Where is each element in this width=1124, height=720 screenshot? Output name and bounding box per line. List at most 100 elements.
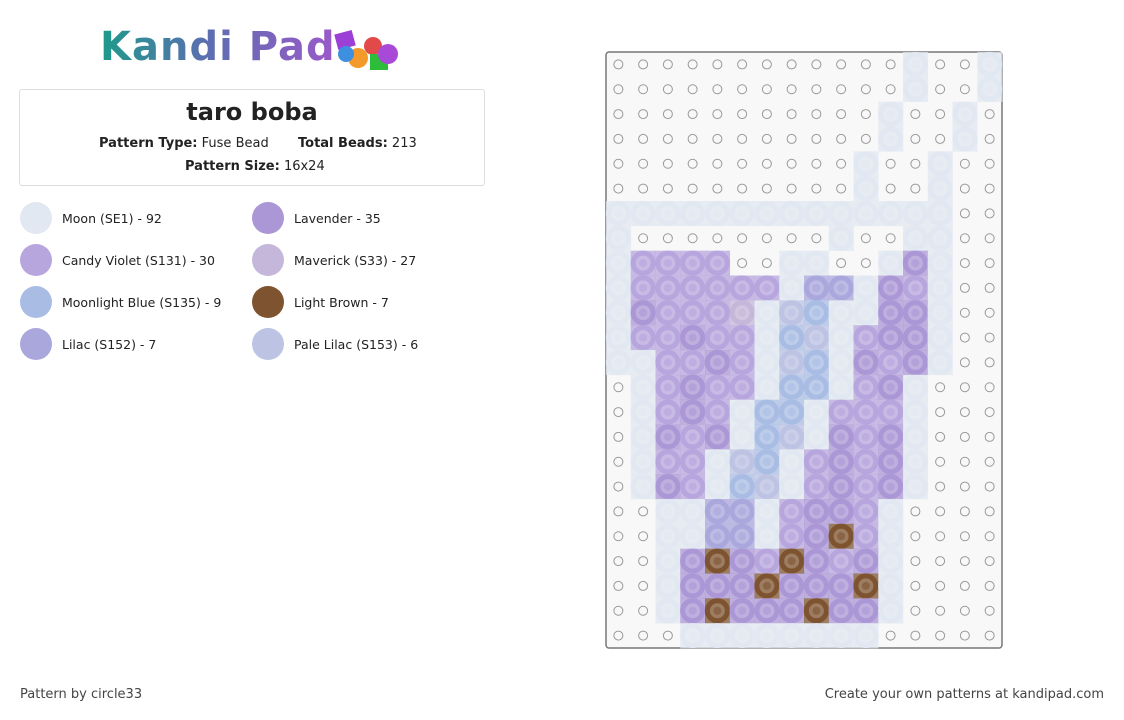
bead <box>927 250 953 276</box>
empty-peg <box>959 605 970 616</box>
promo[interactable]: Create your own patterns at kandipad.com <box>824 687 1104 702</box>
bead <box>828 598 854 624</box>
bead <box>803 399 829 425</box>
bead-hole <box>812 581 821 590</box>
empty-peg <box>662 109 673 120</box>
bead <box>853 498 879 524</box>
empty-peg <box>761 158 772 169</box>
empty-peg <box>613 580 624 591</box>
bead-hole <box>762 631 771 640</box>
bead-hole <box>911 408 920 417</box>
bead-hole <box>861 557 870 566</box>
bead-hole <box>787 408 796 417</box>
bead <box>828 275 854 301</box>
bead <box>655 424 681 450</box>
bead-hole <box>837 606 846 615</box>
bead-hole <box>837 457 846 466</box>
empty-peg <box>885 84 896 95</box>
bead-hole <box>861 408 870 417</box>
bead <box>754 399 780 425</box>
bead-hole <box>861 631 870 640</box>
bead <box>803 349 829 375</box>
empty-peg <box>935 431 946 442</box>
empty-peg <box>687 158 698 169</box>
pattern-title: taro boba <box>186 98 318 126</box>
empty-peg <box>959 506 970 517</box>
bead <box>902 225 928 251</box>
empty-peg <box>613 382 624 393</box>
bead <box>779 275 805 301</box>
bead <box>927 349 953 375</box>
empty-peg <box>836 258 847 269</box>
bead-hole <box>861 581 870 590</box>
bead <box>828 225 854 251</box>
bead-hole <box>787 383 796 392</box>
empty-peg <box>885 158 896 169</box>
bead-hole <box>713 283 722 292</box>
bead-hole <box>639 457 648 466</box>
empty-peg <box>811 133 822 144</box>
bead <box>927 176 953 202</box>
bead <box>828 573 854 599</box>
bead <box>729 399 755 425</box>
empty-peg <box>935 531 946 542</box>
bead-hole <box>688 581 697 590</box>
bead <box>927 275 953 301</box>
legend-swatch <box>252 202 284 234</box>
bead-hole <box>762 383 771 392</box>
bead-hole <box>837 333 846 342</box>
bead-hole <box>911 85 920 94</box>
empty-peg <box>712 233 723 244</box>
bead-hole <box>639 283 648 292</box>
bead <box>680 598 706 624</box>
empty-peg <box>761 109 772 120</box>
bead <box>704 374 730 400</box>
type-value: Fuse Bead <box>201 136 269 151</box>
empty-peg <box>935 506 946 517</box>
bead-hole <box>812 333 821 342</box>
bead-hole <box>762 507 771 516</box>
bead <box>878 275 904 301</box>
bead-hole <box>639 209 648 218</box>
bead <box>853 573 879 599</box>
bead <box>605 275 631 301</box>
bead <box>853 349 879 375</box>
bead <box>902 200 928 226</box>
empty-peg <box>638 233 649 244</box>
bead-hole <box>614 259 623 268</box>
bead-hole <box>960 134 969 143</box>
bead <box>779 325 805 351</box>
legend-swatch <box>252 244 284 276</box>
bead <box>754 623 780 649</box>
empty-peg <box>885 183 896 194</box>
bead <box>680 449 706 475</box>
bead-hole <box>738 358 747 367</box>
empty-peg <box>761 84 772 95</box>
bead <box>680 200 706 226</box>
bead <box>630 300 656 326</box>
bead <box>754 374 780 400</box>
bead <box>630 250 656 276</box>
bead-hole <box>663 358 672 367</box>
empty-peg <box>910 506 921 517</box>
bead <box>704 498 730 524</box>
bead-hole <box>911 234 920 243</box>
bead-hole <box>713 457 722 466</box>
empty-peg <box>638 605 649 616</box>
logo[interactable]: Kandi Pad <box>100 24 336 70</box>
bead <box>680 349 706 375</box>
empty-peg <box>638 556 649 567</box>
bead-hole <box>713 408 722 417</box>
empty-peg <box>984 183 995 194</box>
empty-peg <box>959 431 970 442</box>
bead <box>729 200 755 226</box>
empty-peg <box>984 208 995 219</box>
pattern-card: taro boba Pattern Type: Fuse Bead Total … <box>19 89 485 186</box>
bead-hole <box>663 308 672 317</box>
empty-peg <box>786 109 797 120</box>
bead <box>630 200 656 226</box>
empty-peg <box>613 481 624 492</box>
empty-peg <box>959 357 970 368</box>
bead <box>754 449 780 475</box>
bead <box>853 399 879 425</box>
